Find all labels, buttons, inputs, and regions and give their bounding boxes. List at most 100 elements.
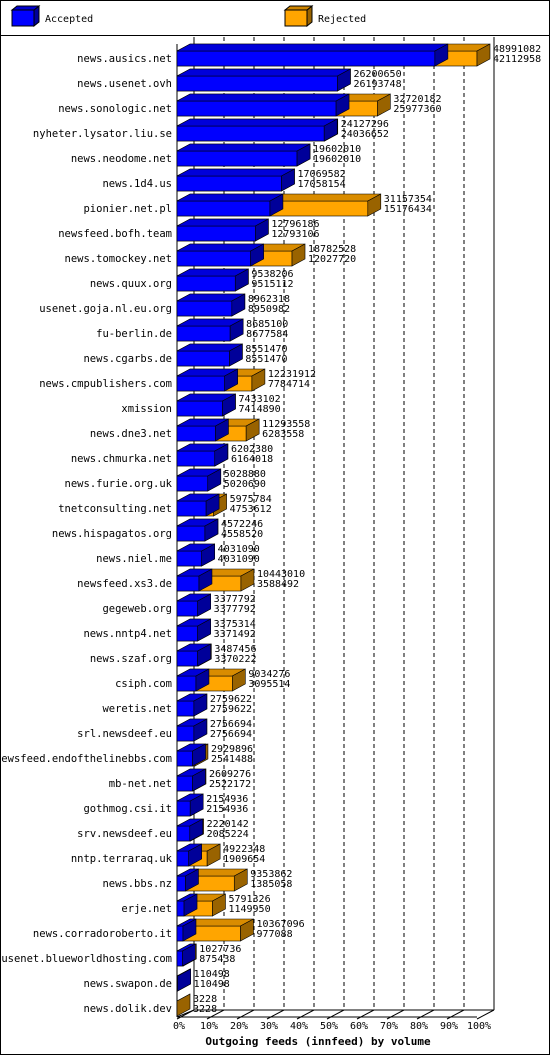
value-label-accepted: 875438: [199, 954, 235, 965]
bar-side: [189, 793, 204, 817]
bar: [176, 168, 295, 192]
bar-side: [367, 193, 382, 217]
bar-front: [176, 725, 195, 742]
tick-mark: [326, 1009, 345, 1020]
category-label: news.1d4.us: [102, 178, 172, 190]
bar-front: [176, 200, 271, 217]
value-label-total: 2929896: [211, 744, 253, 755]
x-tick-label: 10%: [200, 1021, 218, 1032]
value-label-accepted: 3370222: [214, 654, 256, 665]
value-label-total: 1027736: [199, 944, 241, 955]
bar-front: [176, 425, 216, 442]
category-label: news.szaf.org: [90, 653, 172, 665]
bar-top: [176, 218, 269, 227]
bar-side: [233, 868, 248, 892]
value-label-accepted: 3377792: [214, 604, 256, 615]
value-label-total: 4031090: [218, 544, 260, 555]
bar-side: [212, 893, 226, 917]
bar-side: [240, 918, 254, 942]
category-label: nyheter.lysator.liu.se: [33, 128, 172, 140]
category-label: news.sonologic.net: [58, 103, 172, 115]
x-tick-label: 80%: [410, 1021, 428, 1032]
value-label-total: 3375314: [214, 619, 256, 630]
category-label: xmission: [121, 403, 172, 415]
category-label: weretis.net: [102, 703, 172, 715]
category-label: pionier.net.pl: [83, 203, 172, 215]
bar-side: [245, 418, 260, 442]
category-label: news.cmpublishers.com: [39, 378, 172, 390]
bar-front: [176, 75, 338, 92]
bar-top: [176, 168, 295, 177]
bar-front: [176, 350, 230, 367]
x-tick-label: 0%: [173, 1021, 185, 1032]
value-label-total: 11293558: [262, 419, 310, 430]
category-label: news.corradoroberto.it: [33, 928, 172, 940]
bar: [176, 668, 210, 692]
bar: [176, 468, 222, 492]
bar-front: [176, 50, 436, 67]
bar: [176, 768, 206, 792]
bar-front: [176, 100, 337, 117]
bar-front: [176, 750, 193, 767]
bar-side: [291, 243, 306, 267]
bar: [176, 868, 199, 892]
bar-front: [176, 150, 298, 167]
category-label: usenet.goja.nl.eu.org: [39, 303, 172, 315]
bar-side: [185, 868, 199, 892]
category-label: newsfeed.bofh.team: [58, 228, 172, 240]
bar-side: [269, 193, 284, 217]
tick-mark: [266, 1009, 285, 1020]
bar-side: [377, 93, 391, 117]
value-label-accepted: 6283558: [262, 429, 304, 440]
category-label: news.dne3.net: [90, 428, 172, 440]
bar: [176, 918, 197, 942]
bar-side: [182, 943, 196, 967]
value-label-accepted: 8677584: [246, 329, 288, 340]
value-label-total: 7433102: [239, 394, 281, 405]
bar-front: [176, 675, 197, 692]
bar-front: [176, 700, 195, 717]
bar: [176, 893, 198, 917]
value-label-accepted: 977088: [256, 929, 292, 940]
tick-mark: [296, 1009, 315, 1020]
bar-side: [197, 643, 211, 667]
category-label: news.ausics.net: [77, 53, 172, 65]
bar-side: [195, 668, 210, 692]
bar-front: [176, 225, 256, 242]
bar: [176, 568, 213, 592]
bar: [176, 968, 191, 992]
value-label-accepted: 9515112: [251, 279, 293, 290]
bar-side: [204, 518, 219, 542]
bar-front: [176, 925, 184, 942]
category-label: fu-berlin.de: [96, 328, 172, 340]
bar-side: [296, 143, 311, 167]
value-label-total: 2220142: [207, 819, 249, 830]
value-label-accepted: 12793106: [271, 229, 319, 240]
bar: [176, 718, 208, 742]
category-label: news.usenet.ovh: [77, 78, 172, 90]
category-label: news.dolik.dev: [83, 1003, 172, 1015]
bar-side: [434, 43, 449, 67]
bar-front: [176, 300, 233, 317]
bar-front: [176, 375, 225, 392]
bar-front: [176, 450, 216, 467]
bar-side: [183, 893, 198, 917]
value-label-accepted: 24036652: [341, 129, 389, 140]
bar-front: [176, 875, 186, 892]
bar: [176, 843, 202, 867]
value-label-accepted: 6164018: [231, 454, 273, 465]
value-label-total: 17069582: [298, 169, 346, 180]
bar-side: [192, 743, 206, 767]
category-label: news.tomockey.net: [65, 253, 172, 265]
bar-side: [206, 843, 221, 867]
x-tick-label: 20%: [230, 1021, 248, 1032]
bar: [176, 693, 208, 717]
value-label-accepted: 42112958: [493, 54, 541, 65]
category-label: news.hispagatos.org: [52, 528, 172, 540]
bar-side: [323, 118, 338, 142]
value-label-total: 3377792: [214, 594, 256, 605]
value-label-accepted: 4031090: [218, 554, 260, 565]
category-label: news.neodome.net: [71, 153, 172, 165]
bar-top: [176, 243, 264, 252]
value-label-accepted: 12027720: [308, 254, 356, 265]
